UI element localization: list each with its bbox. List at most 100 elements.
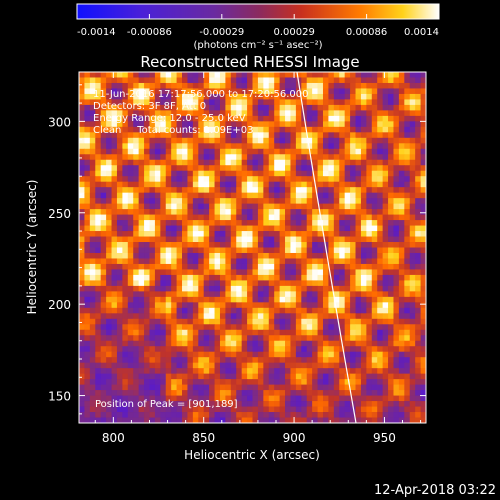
heatmap-cell xyxy=(106,72,112,78)
heatmap-cell xyxy=(236,242,243,248)
heatmap-cell xyxy=(127,274,134,281)
heatmap-cell xyxy=(133,77,140,84)
heatmap-cell xyxy=(95,346,102,353)
heatmap-cell xyxy=(236,93,243,100)
heatmap-cell xyxy=(187,225,194,232)
heatmap-cell xyxy=(236,236,243,243)
heatmap-cell xyxy=(301,203,308,210)
heatmap-cell xyxy=(285,362,291,369)
heatmap-cell xyxy=(89,143,96,150)
heatmap-cell xyxy=(268,72,275,78)
heatmap-cell xyxy=(236,82,243,89)
heatmap-cell xyxy=(122,346,129,353)
heatmap-cell xyxy=(344,198,351,205)
info-line-3: Energy Range: 12.0 - 25.0 keV xyxy=(93,113,246,124)
heatmap-cell xyxy=(317,329,324,336)
heatmap-cell xyxy=(89,384,96,391)
heatmap-cell xyxy=(236,368,243,375)
heatmap-cell xyxy=(230,368,237,375)
heatmap-cell xyxy=(263,258,270,265)
heatmap-cell xyxy=(404,187,411,194)
heatmap-cell xyxy=(144,203,150,210)
heatmap-cell xyxy=(398,93,405,100)
heatmap-cell xyxy=(149,285,156,292)
heatmap-cell xyxy=(252,291,259,298)
heatmap-cell xyxy=(333,395,340,402)
heatmap-cell xyxy=(377,258,384,265)
heatmap-cell xyxy=(219,88,226,95)
heatmap-cell xyxy=(355,126,362,133)
heatmap-cell xyxy=(333,346,340,353)
heatmap-cell xyxy=(230,214,237,221)
heatmap-cell xyxy=(176,252,183,259)
heatmap-cell xyxy=(279,362,286,369)
heatmap-cell xyxy=(328,379,335,386)
heatmap-cell xyxy=(106,401,112,407)
heatmap-cell xyxy=(247,401,253,407)
heatmap-cell xyxy=(409,384,416,391)
heatmap-cell xyxy=(285,263,291,270)
heatmap-cell xyxy=(409,104,416,111)
heatmap-cell xyxy=(355,329,362,336)
heatmap-cell xyxy=(160,198,167,205)
heatmap-cell xyxy=(89,192,96,199)
heatmap-cell xyxy=(366,373,373,380)
heatmap-cell xyxy=(355,269,362,276)
heatmap-cell xyxy=(404,198,411,205)
heatmap-cell xyxy=(301,313,308,320)
heatmap-cell xyxy=(279,93,286,100)
heatmap-cell xyxy=(138,285,145,292)
heatmap-cell xyxy=(230,181,237,188)
heatmap-cell xyxy=(257,296,264,303)
heatmap-cell xyxy=(182,93,188,100)
heatmap-cell xyxy=(333,313,340,320)
heatmap-cell xyxy=(214,121,221,128)
heatmap-cell xyxy=(333,335,340,342)
heatmap-cell xyxy=(247,137,253,144)
heatmap-cell xyxy=(187,220,194,226)
heatmap-cell xyxy=(306,203,313,210)
heatmap-cell xyxy=(144,121,150,128)
heatmap-cell xyxy=(274,203,281,210)
heatmap-cell xyxy=(328,302,335,309)
heatmap-cell xyxy=(322,192,329,199)
heatmap-cell xyxy=(116,209,123,215)
heatmap-cell xyxy=(377,412,384,418)
heatmap-cell xyxy=(133,214,140,221)
heatmap-cell xyxy=(192,225,199,232)
heatmap-cell xyxy=(301,192,308,199)
heatmap-cell xyxy=(371,379,378,386)
heatmap-cell xyxy=(393,198,400,205)
heatmap-cell xyxy=(257,346,264,353)
heatmap-cell xyxy=(182,379,188,386)
heatmap-cell xyxy=(377,242,384,248)
heatmap-cell xyxy=(171,296,177,303)
heatmap-cell xyxy=(301,187,308,194)
heatmap-cell xyxy=(133,351,140,358)
heatmap-cell xyxy=(268,318,275,325)
heatmap-cell xyxy=(95,318,102,325)
heatmap-cell xyxy=(160,362,167,369)
heatmap-cell xyxy=(144,126,150,133)
heatmap-cell xyxy=(285,340,291,347)
heatmap-cell xyxy=(306,154,313,161)
heatmap-cell xyxy=(95,296,102,303)
heatmap-cell xyxy=(328,181,335,188)
heatmap-cell xyxy=(322,252,329,259)
heatmap-cell xyxy=(230,373,237,380)
heatmap-cell xyxy=(366,132,373,139)
heatmap-cell xyxy=(295,258,302,265)
heatmap-cell xyxy=(388,242,394,248)
heatmap-cell xyxy=(279,329,286,336)
heatmap-cell xyxy=(350,72,356,78)
heatmap-cell xyxy=(350,252,356,259)
heatmap-cell xyxy=(252,198,259,205)
heatmap-cell xyxy=(89,176,96,183)
heatmap-cell xyxy=(279,176,286,183)
heatmap-cell xyxy=(209,307,215,314)
heatmap-cell xyxy=(106,357,112,364)
heatmap-cell xyxy=(209,198,215,205)
heatmap-cell xyxy=(149,307,156,314)
heatmap-cell xyxy=(322,99,329,106)
heatmap-cell xyxy=(165,307,172,314)
